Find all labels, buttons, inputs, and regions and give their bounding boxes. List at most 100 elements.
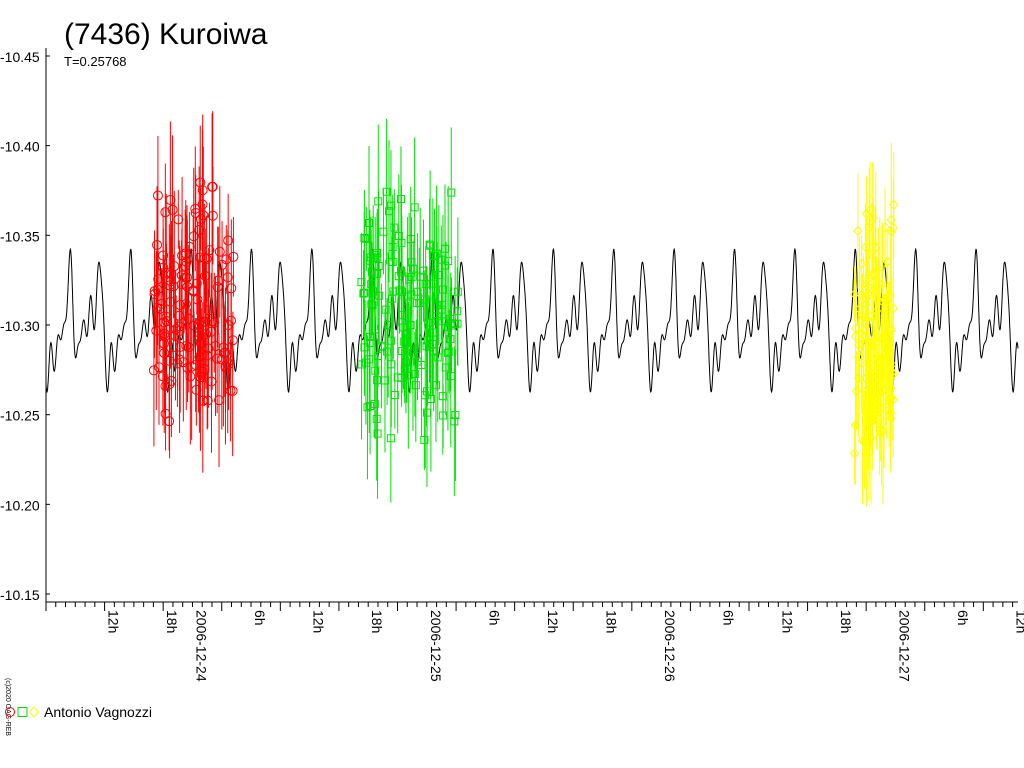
data-point [860, 241, 871, 253]
data-point [863, 288, 873, 300]
data-point [375, 291, 384, 300]
legend-circle-marker [5, 707, 15, 717]
data-point [446, 372, 455, 381]
data-point [439, 411, 448, 420]
data-point [863, 386, 873, 398]
data-point [397, 266, 406, 275]
data-point [864, 446, 874, 458]
data-point [200, 329, 211, 340]
data-point [395, 286, 404, 295]
data-point [850, 420, 861, 431]
chart-title: (7436) Kuroiwa [64, 18, 268, 51]
data-point [377, 343, 386, 352]
data-point [207, 181, 218, 192]
x-tick-label: 12h [1014, 610, 1024, 633]
y-tick-label: -10.40 [0, 139, 40, 155]
x-tick-label: 2006-12-27 [896, 610, 912, 682]
data-point [851, 385, 862, 397]
data-point [381, 305, 390, 314]
data-point [186, 361, 197, 372]
data-point [203, 343, 214, 354]
data-point [413, 357, 422, 366]
data-point [396, 195, 405, 204]
data-point [149, 289, 160, 300]
data-point [859, 435, 870, 447]
data-point [368, 301, 377, 310]
data-point [437, 305, 446, 314]
y-tick-label: -10.15 [0, 587, 40, 603]
y-tick-label: -10.35 [0, 228, 40, 244]
data-point [228, 251, 239, 262]
data-point [176, 279, 187, 290]
data-point [213, 275, 224, 286]
data-point [422, 408, 431, 417]
legend-square-marker [17, 707, 28, 717]
data-point [444, 257, 453, 266]
data-point [373, 429, 382, 438]
data-point [155, 303, 166, 314]
data-point [849, 288, 860, 300]
data-point [445, 347, 454, 356]
data-point [218, 342, 229, 353]
data-point [197, 199, 208, 210]
x-tick-label: 6h [252, 610, 268, 626]
x-tick-label: 2006-12-26 [662, 610, 678, 682]
data-point [384, 207, 393, 216]
data-point [164, 379, 175, 390]
data-point [168, 350, 179, 361]
data-point [872, 392, 882, 403]
x-tick-label: 2006-12-24 [193, 610, 209, 682]
data-point [878, 296, 888, 307]
data-point [201, 253, 212, 264]
data-point [152, 239, 163, 250]
data-point [357, 278, 366, 287]
data-point [360, 343, 369, 352]
data-point [360, 234, 369, 243]
data-point [885, 290, 895, 302]
y-tick-label: -10.20 [0, 497, 40, 513]
copyright-text: (c)2020 OAG-REB [4, 678, 11, 736]
data-point [148, 365, 159, 376]
data-point [426, 241, 435, 250]
data-point [849, 448, 860, 459]
data-point [406, 346, 415, 355]
data-point [223, 359, 234, 370]
data-point [393, 373, 402, 382]
data-point [453, 319, 462, 328]
data-point [411, 381, 420, 390]
data-point [161, 312, 172, 323]
data-point [874, 332, 884, 343]
data-point [214, 246, 225, 257]
data-point [882, 327, 892, 338]
data-point [383, 347, 392, 356]
data-point [191, 278, 202, 289]
data-point [374, 261, 383, 270]
data-point [372, 414, 381, 423]
data-point [389, 287, 398, 296]
data-point [366, 402, 375, 411]
data-point [367, 300, 376, 309]
data-point [151, 325, 162, 336]
data-point [443, 348, 452, 357]
data-point [220, 361, 231, 372]
legend: Antonio Vagnozzi [5, 704, 152, 720]
data-point [861, 279, 872, 291]
axes: -10.45 -10.40 -10.35 -10.30 -10.25 -10.20 -10.… [0, 48, 1018, 611]
data-point [868, 414, 878, 426]
data-point [369, 254, 378, 263]
x-tick-labels: 12h 18h 2006-12-24 6h 12h 18h 2006-12-25 6h 12h 1… [106, 610, 1024, 682]
data-point [158, 338, 169, 349]
data-point [359, 289, 368, 298]
data-point [857, 435, 868, 446]
data-point [431, 381, 440, 390]
y-tick-label: -10.45 [0, 49, 40, 65]
x-tick-label: 12h [106, 610, 122, 633]
data-point [888, 222, 899, 234]
series-circle [148, 111, 239, 473]
data-point [883, 345, 894, 357]
x-tick-label: 12h [779, 610, 795, 633]
series-square [357, 118, 462, 503]
data-point [432, 249, 441, 258]
data-point [875, 402, 886, 413]
